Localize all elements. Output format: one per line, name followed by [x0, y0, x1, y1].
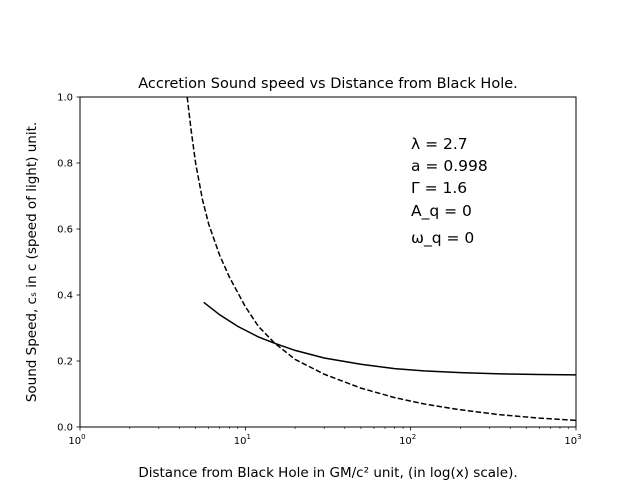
- annotation-gamma: Γ = 1.6: [411, 179, 467, 197]
- y-tick-label: 0.6: [57, 225, 73, 236]
- annotation-a: a = 0.998: [411, 157, 488, 175]
- annotation-omegaq: ω_q = 0: [411, 229, 474, 248]
- plot-frame: [79, 96, 577, 428]
- annotation-aq: A_q = 0: [411, 202, 472, 221]
- chart-title: Accretion Sound speed vs Distance from B…: [138, 76, 518, 92]
- y-tick-label: 0.2: [57, 357, 73, 368]
- y-tick-label: 0.4: [57, 291, 73, 302]
- plot-area: [186, 96, 577, 422]
- y-axis-label: Sound Speed, cₛ in c (speed of light) un…: [24, 122, 40, 402]
- x-tick-label: 102: [399, 433, 416, 447]
- series-line-solid: [203, 301, 577, 376]
- y-tick-label: 1.0: [57, 93, 73, 104]
- x-tick-label: 100: [68, 433, 85, 447]
- y-tick-label: 0.8: [57, 159, 73, 170]
- annotation-box: λ = 2.7 a = 0.998 Γ = 1.6 A_q = 0 ω_q = …: [411, 135, 488, 248]
- series-line-dashed: [186, 96, 577, 422]
- annotation-lambda: λ = 2.7: [411, 135, 468, 153]
- y-axis-ticks: 0.0 0.2 0.4 0.6 0.8 1.0: [57, 93, 80, 434]
- x-tick-label: 101: [234, 433, 251, 447]
- y-tick-label: 0.0: [57, 423, 73, 434]
- x-axis-label: Distance from Black Hole in GM/c² unit, …: [138, 465, 517, 480]
- x-axis-ticks: 100 101 102 103: [68, 427, 582, 447]
- x-tick-label: 103: [564, 433, 581, 447]
